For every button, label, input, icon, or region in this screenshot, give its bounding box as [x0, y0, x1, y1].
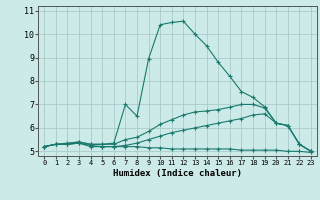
X-axis label: Humidex (Indice chaleur): Humidex (Indice chaleur) [113, 169, 242, 178]
